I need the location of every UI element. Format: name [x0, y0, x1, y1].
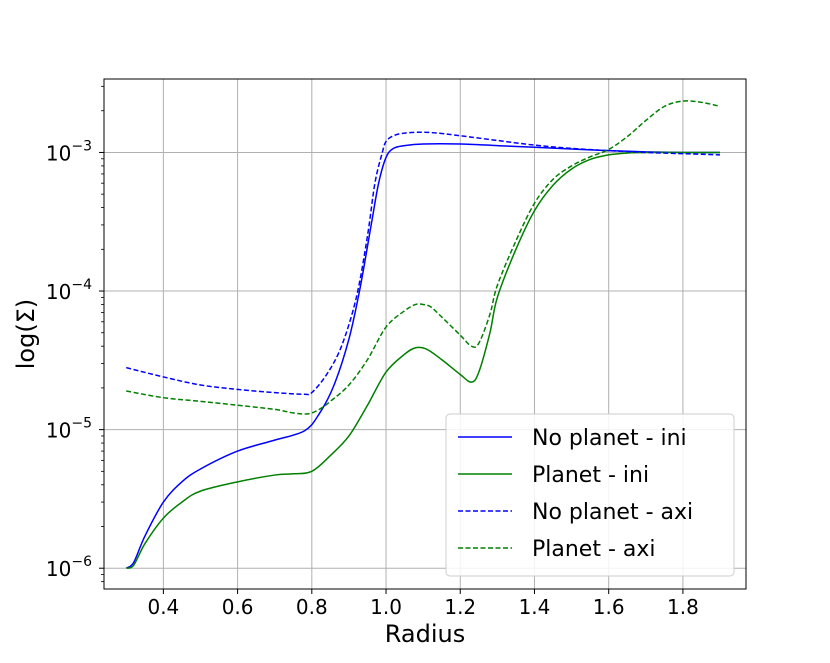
series-line-1: [125, 151, 721, 569]
series-line-3: [126, 100, 721, 415]
x-tick-label: 0.8: [296, 595, 328, 619]
y-tick-exponent: −5: [71, 416, 92, 432]
legend-label: No planet - ini: [532, 426, 687, 451]
y-axis-label: log(Σ): [12, 299, 40, 369]
y-tick-label: 10−6: [46, 554, 92, 581]
x-tick-label: 1.4: [519, 595, 551, 619]
series-line-0: [125, 143, 721, 569]
y-tick-exponent: −4: [71, 277, 92, 293]
legend-box: [445, 413, 735, 577]
y-tick-base: 10: [46, 419, 71, 443]
y-tick-exponent: −6: [71, 554, 92, 570]
y-tick-base: 10: [46, 557, 71, 581]
series-line-2: [126, 131, 721, 396]
x-tick-label: 1.0: [370, 595, 402, 619]
legend-label: Planet - ini: [532, 463, 649, 488]
x-tick-label: 1.8: [667, 595, 699, 619]
x-axis-label: Radius: [385, 620, 465, 648]
x-tick-label: 0.4: [147, 595, 179, 619]
y-tick-base: 10: [46, 280, 71, 304]
axis-ticks: 0.4 0.6 0.8 1.0 1.2 1.4 1.6 1.810−610−510−410−3: [46, 85, 699, 619]
y-tick-label: 10−3: [46, 138, 92, 165]
plot-lines: [125, 100, 721, 569]
x-tick-label: 1.6: [593, 595, 625, 619]
plot-frame: [103, 78, 747, 590]
y-tick-exponent: −3: [71, 138, 92, 154]
legend: No planet - ini Planet - ini No planet - a…: [445, 413, 735, 577]
y-tick-label: 10−4: [46, 277, 92, 304]
legend-label: Planet - axi: [532, 537, 656, 562]
x-tick-label: 0.6: [222, 595, 254, 619]
legend-label: No planet - axi: [532, 500, 693, 525]
y-tick-label: 10−5: [46, 416, 92, 443]
x-tick-label: 1.2: [444, 595, 476, 619]
y-tick-base: 10: [46, 141, 71, 165]
